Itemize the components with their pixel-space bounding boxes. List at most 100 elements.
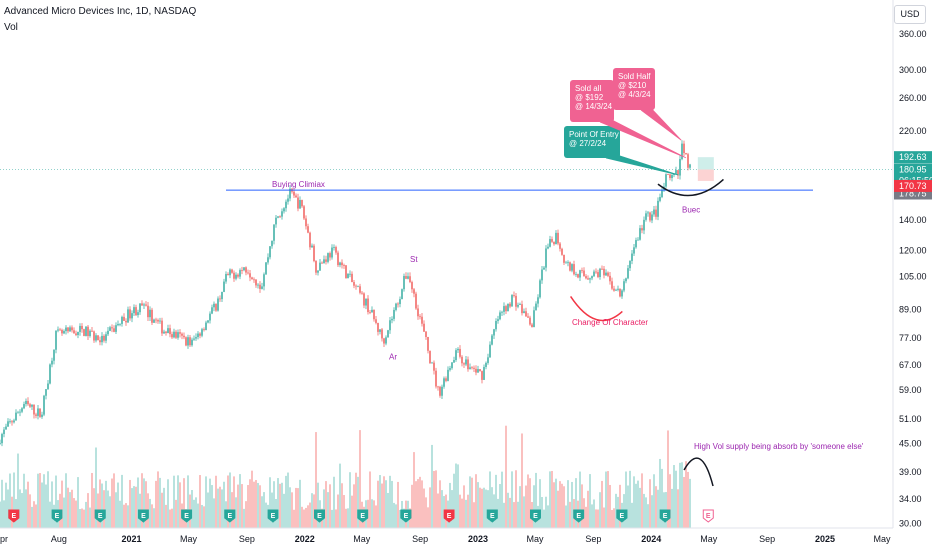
- candle-body: [215, 303, 217, 311]
- candle-body: [323, 259, 325, 264]
- candle-body: [339, 262, 341, 266]
- earnings-badge: [400, 509, 412, 523]
- earnings-marker[interactable]: E: [94, 509, 106, 523]
- candle-body: [247, 272, 249, 274]
- y-tick-label: 45.00: [899, 439, 922, 449]
- candle-body: [509, 303, 511, 307]
- volume-bar: [209, 478, 211, 528]
- candle-body: [415, 293, 417, 309]
- candle-body: [409, 276, 411, 283]
- candle-body: [55, 330, 57, 350]
- earnings-marker[interactable]: E: [267, 509, 279, 523]
- candle-body: [571, 264, 573, 271]
- candle-body: [643, 219, 645, 231]
- volume-bar: [591, 504, 593, 528]
- volume-bar: [255, 480, 257, 528]
- volume-bar: [103, 490, 105, 528]
- volume-bar: [315, 432, 317, 528]
- candle-body: [629, 260, 631, 269]
- earnings-marker[interactable]: E: [51, 509, 63, 523]
- candle-body: [575, 274, 577, 275]
- earnings-marker[interactable]: E: [616, 509, 628, 523]
- earnings-marker[interactable]: E: [314, 509, 326, 523]
- earnings-badge: [137, 509, 149, 523]
- earnings-marker[interactable]: E: [137, 509, 149, 523]
- earnings-marker[interactable]: E: [443, 509, 455, 523]
- volume-bar: [241, 484, 243, 528]
- candle-body: [307, 226, 309, 233]
- candle-body: [201, 329, 203, 336]
- earnings-marker[interactable]: E: [181, 509, 193, 523]
- volume-bar: [485, 489, 487, 528]
- candle-body: [511, 295, 513, 307]
- candle-body: [387, 330, 389, 338]
- earnings-marker[interactable]: E: [486, 509, 498, 523]
- candle-body: [227, 274, 229, 276]
- volume-bar: [355, 472, 357, 528]
- earnings-badge: [94, 509, 106, 523]
- earnings-letter: E: [360, 513, 365, 520]
- candle-body: [423, 323, 425, 332]
- candle-body: [403, 276, 405, 290]
- volume-bar: [259, 485, 261, 528]
- volume-bar: [229, 472, 231, 528]
- volume-bar: [521, 433, 523, 528]
- drawing-lines: [0, 157, 893, 487]
- candle-body: [145, 304, 147, 306]
- earnings-letter: E: [576, 513, 581, 520]
- volume-bar: [253, 481, 255, 528]
- volume-bar: [205, 476, 207, 528]
- volume-bar: [571, 481, 573, 528]
- candle-body: [271, 240, 273, 247]
- candle-body: [115, 325, 117, 332]
- earnings-marker[interactable]: E: [357, 509, 369, 523]
- candle-body: [577, 274, 579, 278]
- volume-bar: [227, 475, 229, 528]
- candle-body: [71, 327, 73, 331]
- volume-bar: [397, 481, 399, 528]
- candle-body: [105, 334, 107, 341]
- volume-bar: [677, 489, 679, 528]
- candle-body: [427, 336, 429, 351]
- currency-button[interactable]: USD: [894, 5, 926, 24]
- earnings-marker[interactable]: E: [400, 509, 412, 523]
- volume-bar: [477, 482, 479, 528]
- volume-bar: [187, 475, 189, 528]
- candle-body: [223, 281, 225, 292]
- callout-box: [613, 68, 655, 110]
- volume-bar: [483, 487, 485, 528]
- volume-bar: [21, 493, 23, 528]
- candle-body: [25, 400, 27, 405]
- candle-body: [259, 284, 261, 289]
- candle-body: [83, 329, 85, 336]
- candle-body: [601, 268, 603, 270]
- earnings-marker[interactable]: E: [573, 509, 585, 523]
- buec-arc: [657, 178, 724, 197]
- volume-bar: [107, 490, 109, 528]
- callout-text: @ $210: [618, 81, 647, 90]
- volume-bar: [215, 475, 217, 528]
- candle-body: [437, 386, 439, 388]
- candle-body: [453, 360, 455, 363]
- earnings-marker[interactable]: E: [702, 509, 714, 523]
- volume-bar: [307, 505, 309, 528]
- earnings-badge: [573, 509, 585, 523]
- volume-bar: [81, 508, 83, 528]
- earnings-marker[interactable]: E: [8, 509, 20, 523]
- earnings-marker[interactable]: E: [224, 509, 236, 523]
- volume-bar: [393, 502, 395, 528]
- candle-body: [187, 337, 189, 346]
- candle-body: [89, 330, 91, 337]
- candle-body: [193, 338, 195, 340]
- earnings-letter: E: [663, 513, 668, 520]
- candle-body: [549, 239, 551, 247]
- candle-body: [329, 253, 331, 258]
- volume-bar: [507, 492, 509, 528]
- candle-body: [113, 328, 115, 332]
- earnings-marker[interactable]: E: [529, 509, 541, 523]
- volume-bar: [121, 474, 123, 528]
- candle-body: [327, 253, 329, 262]
- earnings-marker[interactable]: E: [659, 509, 671, 523]
- candle-body: [123, 316, 125, 321]
